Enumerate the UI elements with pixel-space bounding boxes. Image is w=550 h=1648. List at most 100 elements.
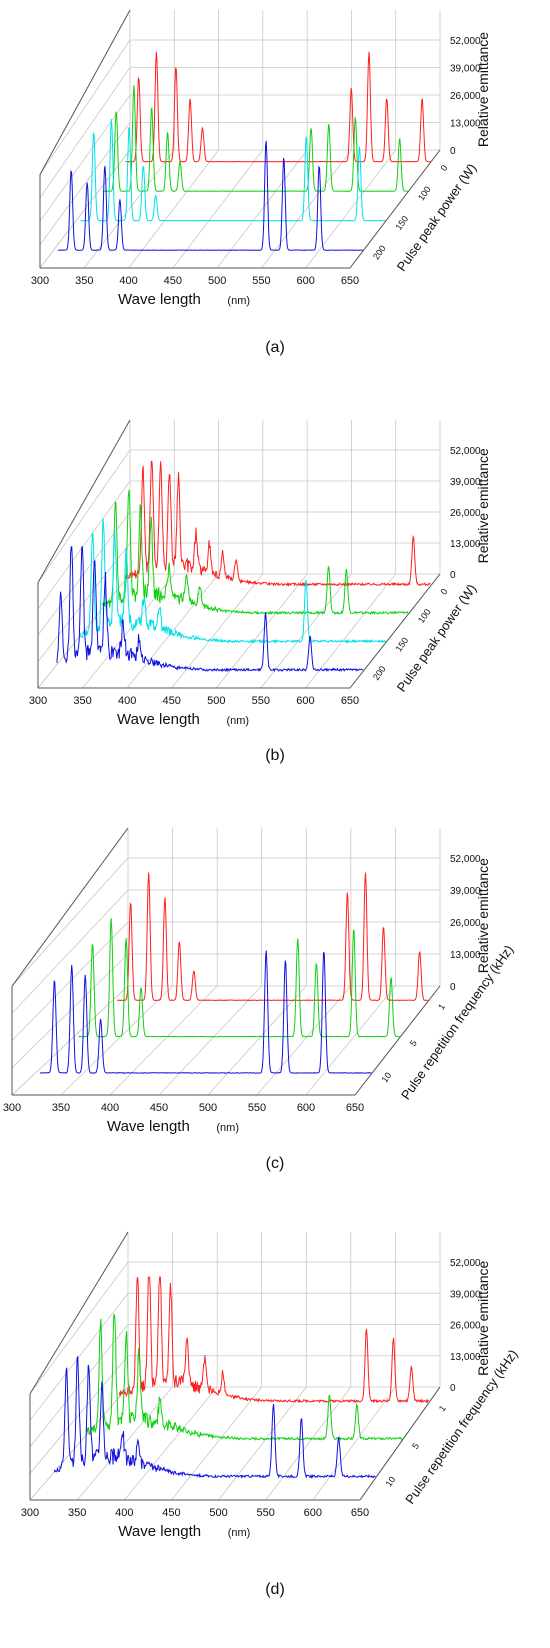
depth-tick-label: 100 <box>416 607 433 625</box>
depth-tick-label: 0 <box>438 163 449 173</box>
box-edges <box>37 419 441 689</box>
grid-line-diagonal <box>39 94 131 222</box>
depth-tick-label: 10 <box>379 1070 393 1084</box>
x-tick-label: 550 <box>257 1507 275 1519</box>
grid-line-diagonal <box>11 921 129 1041</box>
x-tick-label: 450 <box>162 1507 180 1519</box>
floor-line <box>171 1386 263 1501</box>
x-tick-label: 450 <box>163 695 181 707</box>
x-tick-label: 450 <box>150 1102 168 1114</box>
floor-line <box>37 573 131 689</box>
right-depth-axis <box>359 1386 441 1501</box>
x-tick-label: 550 <box>248 1102 266 1114</box>
z-tick-label: 52,000 <box>450 854 481 865</box>
z-axis-label: Relative emittance <box>475 1260 491 1375</box>
chart-panel-b: 300 350 400 450 500 550 600 650 Wave length (nm) 0… <box>29 419 491 764</box>
panel-caption: (d) <box>265 1581 285 1598</box>
z-tick-label: 0 <box>450 570 456 581</box>
x-axis-label: Wave length <box>117 711 200 728</box>
x-tick-label: 350 <box>68 1507 86 1519</box>
floor-line <box>123 1386 218 1501</box>
grid-line-diagonal <box>29 1293 129 1421</box>
spectrum-line-10 <box>53 1356 376 1479</box>
chart-panel-d: 300 350 400 450 500 550 600 650 Wave length (nm) 0… <box>21 1231 521 1598</box>
x-tick-label: 350 <box>73 695 91 707</box>
x-tick-label: 300 <box>29 695 47 707</box>
floor-line <box>216 149 308 269</box>
floor-line <box>60 985 173 1096</box>
x-tick-label: 600 <box>297 275 315 287</box>
spectrum-line-1 <box>118 1276 430 1404</box>
floor-line <box>312 1386 396 1501</box>
x-tick-label: 300 <box>31 275 49 287</box>
spectrum-line-100 <box>101 489 409 616</box>
floor-line <box>126 573 219 689</box>
z-tick-label: 26,000 <box>450 918 481 929</box>
depth-tick-label: 150 <box>393 635 410 653</box>
floor-line <box>261 149 352 269</box>
chart-panel-a: 300 350 400 450 500 550 600 650 Wave length (nm) 0… <box>31 9 491 356</box>
grid-line-diagonal <box>39 67 131 199</box>
floor-line <box>215 573 308 689</box>
z-tick-label: 13,000 <box>450 1352 481 1363</box>
spectrum-line-150 <box>80 118 386 222</box>
z-tick-label: 39,000 <box>450 64 481 75</box>
floor-line <box>218 1386 307 1501</box>
x-tick-label: 500 <box>208 275 226 287</box>
z-tick-label: 26,000 <box>450 91 481 102</box>
depth-axis-label: Pulse repetition frequency (kHz) <box>398 942 516 1102</box>
depth-tick-label: 200 <box>371 243 388 261</box>
back-wall-grid <box>127 1232 441 1388</box>
grid-line-diagonal <box>37 480 131 610</box>
spectrum-line-0 <box>125 51 431 163</box>
back-wall-grid <box>129 420 441 575</box>
depth-tick-label: 200 <box>371 664 388 682</box>
z-tick-label: 39,000 <box>450 477 481 488</box>
x-axis-unit: (nm) <box>216 1122 239 1134</box>
spectrum-line-200 <box>57 140 364 251</box>
x-axis-unit: (nm) <box>226 715 249 727</box>
z-tick-label: 13,000 <box>450 539 481 550</box>
spectrum-line-150 <box>79 518 386 645</box>
spectrum-line-5 <box>86 1314 403 1441</box>
x-tick-label: 650 <box>341 695 359 707</box>
box-edges <box>11 827 441 1096</box>
spectrum-line-1 <box>116 872 429 1002</box>
x-axis-unit: (nm) <box>228 1527 251 1539</box>
x-tick-label: 400 <box>119 275 137 287</box>
right-depth-axis <box>354 985 441 1096</box>
floor-line <box>158 985 263 1096</box>
z-tick-label: 13,000 <box>450 950 481 961</box>
depth-tick-label: 10 <box>383 1475 397 1489</box>
x-tick-label: 350 <box>75 275 93 287</box>
grid-line-diagonal <box>37 449 131 583</box>
grid-line-diagonal <box>29 1355 129 1474</box>
panel-caption: (c) <box>266 1155 285 1172</box>
z-axis-label: Relative emittance <box>475 858 491 973</box>
x-tick-label: 550 <box>252 275 270 287</box>
spectrum-line-100 <box>102 85 409 192</box>
x-tick-label: 500 <box>209 1507 227 1519</box>
x-tick-label: 300 <box>3 1102 21 1114</box>
floor-line <box>207 985 307 1096</box>
spectrum-line-200 <box>55 546 364 673</box>
floor-line <box>305 149 397 269</box>
back-wall-grid <box>127 828 441 987</box>
x-tick-label: 500 <box>199 1102 217 1114</box>
left-wall-grid <box>11 857 129 1096</box>
depth-axis-label: Pulse repetition frequency (kHz) <box>402 1347 520 1507</box>
grid-line-diagonal <box>11 889 129 1014</box>
z-tick-label: 39,000 <box>450 1289 481 1300</box>
x-tick-label: 400 <box>118 695 136 707</box>
depth-axis-label: Pulse peak power (W) <box>394 581 480 694</box>
right-depth-axis <box>349 573 441 689</box>
panel-caption: (b) <box>265 747 285 764</box>
floor-grid <box>39 149 441 269</box>
x-tick-label: 650 <box>346 1102 364 1114</box>
floor-line <box>76 1386 173 1501</box>
x-tick-label: 600 <box>297 1102 315 1114</box>
x-tick-label: 350 <box>52 1102 70 1114</box>
x-tick-label: 600 <box>304 1507 322 1519</box>
depth-tick-label: 150 <box>393 214 410 232</box>
floor-line <box>305 985 396 1096</box>
